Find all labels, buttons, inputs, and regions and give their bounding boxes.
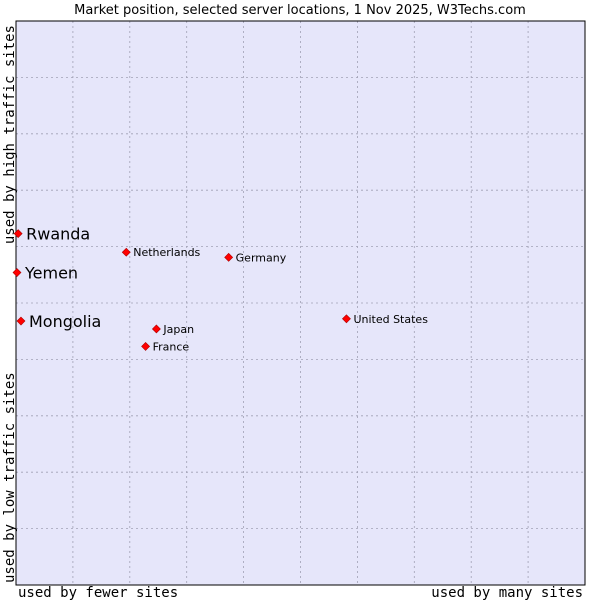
data-point-germany xyxy=(224,252,234,262)
data-label-germany: Germany xyxy=(236,251,287,264)
data-label-united-states: United States xyxy=(353,313,428,326)
plot-frame xyxy=(15,20,586,586)
data-label-rwanda: Rwanda xyxy=(26,225,90,244)
chart-title: Market position, selected server locatio… xyxy=(74,3,526,18)
grid-lines xyxy=(16,21,585,585)
data-label-yemen: Yemen xyxy=(24,264,78,283)
data-label-japan: Japan xyxy=(162,323,194,336)
data-point-united-states xyxy=(342,314,351,324)
data-point-yemen xyxy=(12,268,22,277)
data-point-france xyxy=(141,342,151,351)
data-label-france: France xyxy=(153,340,190,353)
data-point-japan xyxy=(151,324,161,334)
data-points: Rwanda Yemen Mongolia Netherlands Germany Uni… xyxy=(12,225,428,353)
data-point-rwanda xyxy=(13,229,23,239)
data-label-mongolia: Mongolia xyxy=(29,312,101,331)
data-label-netherlands: Netherlands xyxy=(133,246,200,259)
x-axis-label-right: used by many sites xyxy=(431,585,583,600)
y-axis-label-bottom: used by low traffic sites xyxy=(2,372,18,583)
data-point-mongolia xyxy=(16,316,26,326)
x-axis-label-left: used by fewer sites xyxy=(18,585,178,600)
y-axis-label-top: used by high traffic sites xyxy=(2,25,18,244)
data-point-netherlands xyxy=(121,247,131,257)
